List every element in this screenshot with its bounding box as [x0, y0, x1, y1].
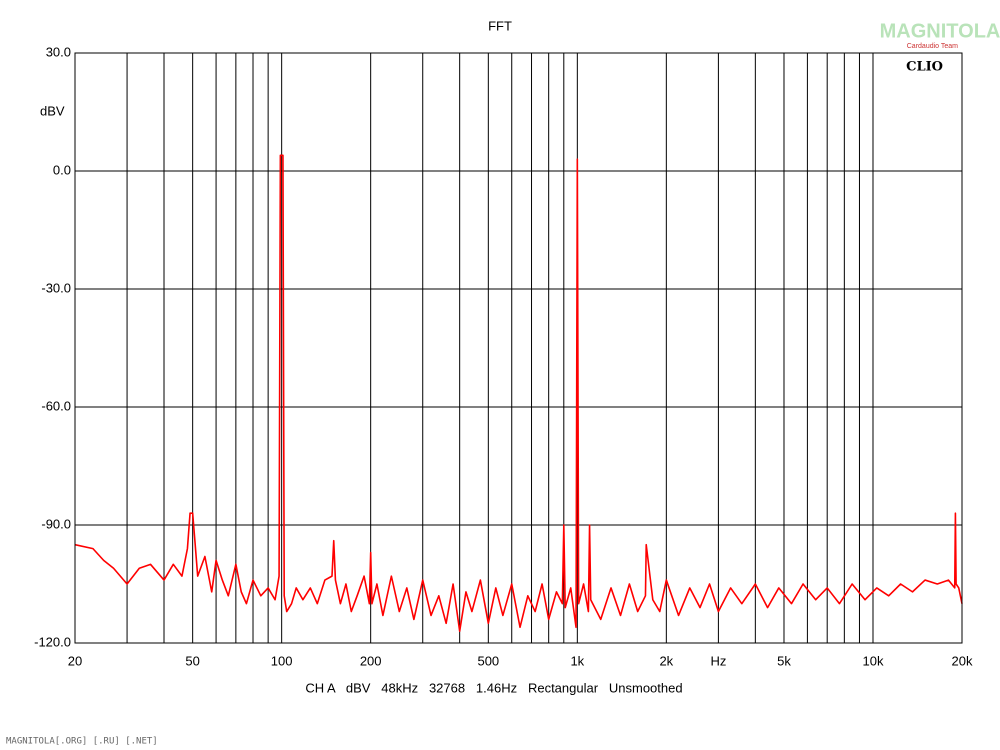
x-axis-label: CH A dBV 48kHz 32768 1.46Hz Rectangular … [305, 680, 682, 695]
x-tick-label: 200 [360, 653, 382, 668]
y-tick-label: 0.0 [53, 162, 71, 177]
x-tick-label: 50 [185, 653, 199, 668]
y-tick-label: 30.0 [46, 44, 71, 59]
x-tick-label: 10k [863, 653, 884, 668]
logo: MAGNITOLA [880, 20, 1000, 42]
x-tick-label: 5k [777, 653, 791, 668]
brand: CLIO [906, 60, 943, 75]
x-tick-label: 20 [68, 653, 82, 668]
y-tick-label: -120.0 [34, 634, 71, 649]
y-tick-label: -60.0 [41, 398, 71, 413]
fft-line [74, 154, 963, 632]
x-tick-label: 20k [952, 653, 973, 668]
plot-border [74, 52, 963, 644]
footer: MAGNITOLA[.ORG] [.RU] [.NET] [6, 737, 158, 747]
x-tick-label: 100 [271, 653, 293, 668]
chart-title: FFT [488, 18, 512, 33]
y-tick-label: -90.0 [41, 516, 71, 531]
x-tick-label: 2k [659, 653, 673, 668]
logo-subtitle: Cardaudio Team [907, 43, 958, 50]
y-tick-label: -30.0 [41, 280, 71, 295]
x-tick-label: 1k [570, 653, 584, 668]
x-tick-label: Hz [710, 653, 726, 668]
x-tick-label: 500 [477, 653, 499, 668]
y-axis-label: dBV [40, 103, 65, 118]
